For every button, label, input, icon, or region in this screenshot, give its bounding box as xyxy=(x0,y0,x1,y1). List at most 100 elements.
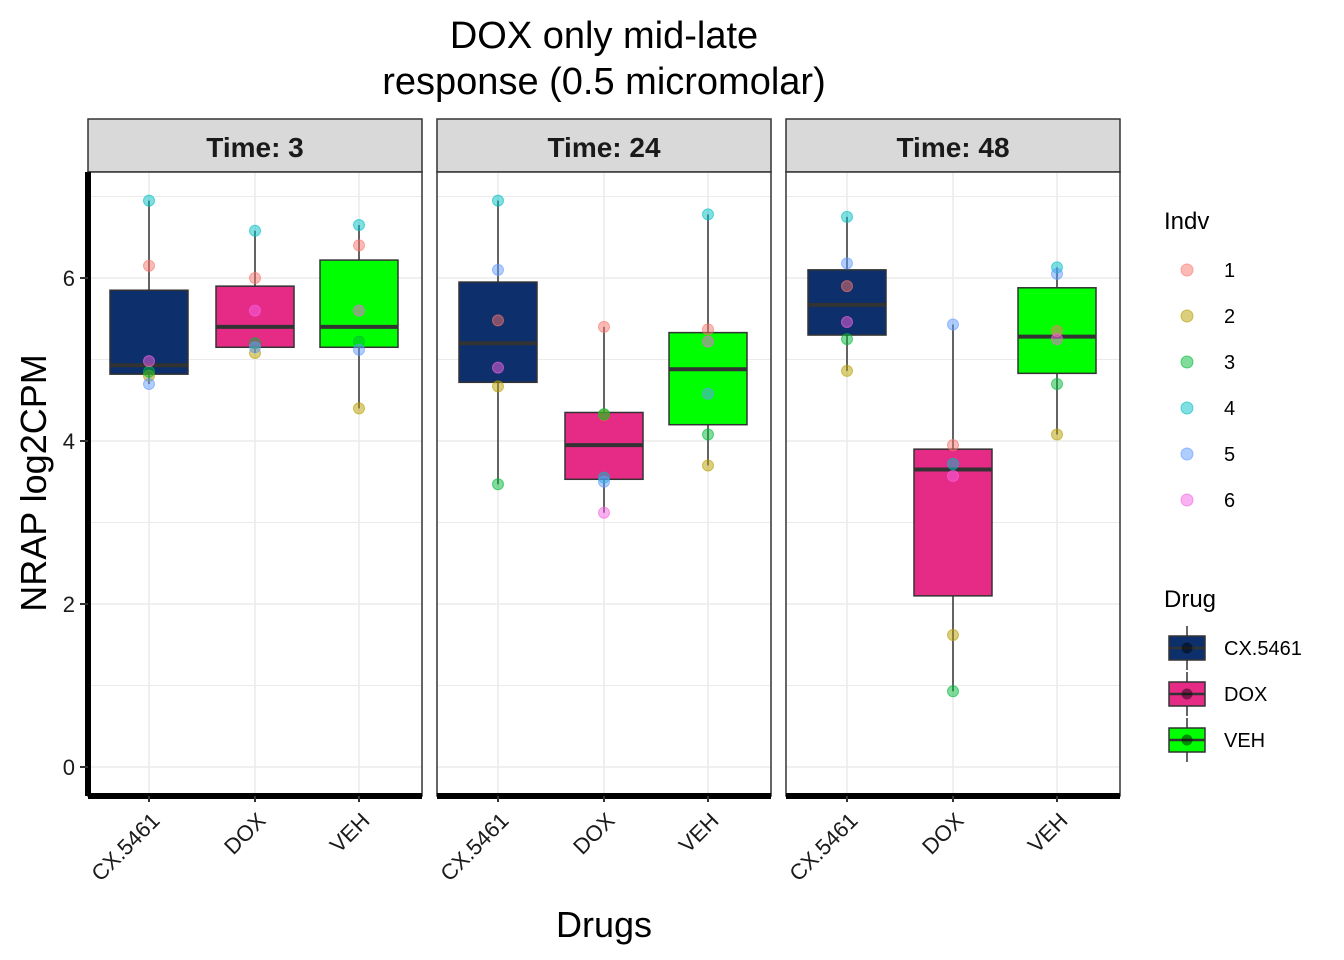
data-point-indv-4 xyxy=(249,224,261,237)
x-tick-label: CX.5461 xyxy=(435,808,513,886)
data-point-indv-2 xyxy=(702,459,714,472)
x-tick-label: DOX xyxy=(219,808,271,860)
y-tick-label: 0 xyxy=(63,755,75,780)
data-point-indv-2 xyxy=(947,628,959,641)
legend: Indv 1 2 3 4 5 6 Drug CX.5461 DOX VEH xyxy=(1164,208,1302,762)
x-tick-label: VEH xyxy=(325,808,375,858)
data-point-indv-4 xyxy=(143,194,155,207)
facet-strip xyxy=(87,118,423,173)
data-point-indv-4 xyxy=(947,457,959,470)
data-point-indv-2 xyxy=(841,364,853,377)
legend-indv-key xyxy=(1180,263,1194,277)
data-point-indv-6 xyxy=(492,361,504,374)
x-tick-label: DOX xyxy=(917,808,969,860)
box-body xyxy=(668,331,748,426)
chart-title-line-2: response (0.5 micromolar) xyxy=(382,61,825,103)
facet-strip xyxy=(436,118,772,173)
data-point-indv-5 xyxy=(947,318,959,331)
facet-panel-48: Time: 48 CX.5461 DOX VEH xyxy=(784,118,1121,886)
data-point-indv-5 xyxy=(598,475,610,488)
legend-indv-label: 4 xyxy=(1224,398,1235,420)
data-point-indv-6 xyxy=(598,506,610,519)
x-tick-label: CX.5461 xyxy=(86,808,164,886)
legend-drug-point xyxy=(1181,734,1193,746)
data-point-indv-3 xyxy=(947,685,959,698)
data-point-indv-1 xyxy=(841,280,853,293)
legend-indv-title: Indv xyxy=(1164,208,1209,235)
legend-drug-point xyxy=(1181,642,1193,654)
facet-panel-3: Time: 3 CX.5461 DOX VEH xyxy=(86,118,423,886)
y-axis: 0 2 4 6 xyxy=(63,172,91,796)
legend-indv-label: 3 xyxy=(1224,352,1235,374)
legend-indv-key xyxy=(1180,401,1194,415)
x-tick-label: VEH xyxy=(674,808,724,858)
data-point-indv-4 xyxy=(492,194,504,207)
legend-indv-label: 2 xyxy=(1224,306,1235,328)
data-point-indv-3 xyxy=(143,365,155,378)
box-body xyxy=(319,259,399,349)
y-tick-label: 6 xyxy=(63,266,75,291)
box-VEH xyxy=(319,219,399,415)
data-point-indv-3 xyxy=(598,408,610,421)
data-point-indv-3 xyxy=(702,428,714,441)
data-point-indv-5 xyxy=(841,257,853,270)
legend-indv-key xyxy=(1180,355,1194,369)
data-point-indv-6 xyxy=(353,304,365,317)
legend-indv-label: 6 xyxy=(1224,490,1235,512)
data-point-indv-6 xyxy=(947,470,959,483)
data-point-indv-4 xyxy=(702,208,714,221)
y-axis-title: NRAP log2CPM xyxy=(13,354,54,611)
legend-drug-label: VEH xyxy=(1224,730,1265,752)
facet-panels: Time: 3 CX.5461 DOX VEH Time: 24 CX.5461 DOX VE… xyxy=(86,118,1121,886)
data-point-indv-6 xyxy=(249,304,261,317)
box-CX.5461 xyxy=(109,194,189,390)
box-DOX xyxy=(913,318,993,698)
legend-drug-title: Drug xyxy=(1164,586,1216,613)
data-point-indv-1 xyxy=(702,323,714,336)
box-DOX xyxy=(215,224,295,359)
data-point-indv-3 xyxy=(1051,377,1063,390)
data-point-indv-5 xyxy=(492,263,504,276)
data-point-indv-5 xyxy=(249,341,261,354)
chart-title-line-1: DOX only mid-late xyxy=(450,15,758,57)
data-point-indv-1 xyxy=(598,320,610,333)
data-point-indv-6 xyxy=(702,335,714,348)
legend-drug-point xyxy=(1181,688,1193,700)
data-point-indv-6 xyxy=(1051,333,1063,346)
box-CX.5461 xyxy=(458,194,538,491)
facet-strip-label: Time: 24 xyxy=(547,132,661,163)
data-point-indv-1 xyxy=(249,272,261,284)
data-point-indv-5 xyxy=(353,343,365,356)
legend-drug-label: DOX xyxy=(1224,684,1267,706)
legend-indv-label: 5 xyxy=(1224,444,1235,466)
facet-strip-label: Time: 48 xyxy=(896,132,1009,163)
box-VEH xyxy=(668,208,748,472)
legend-drug-label: CX.5461 xyxy=(1224,638,1302,660)
legend-indv-key xyxy=(1180,447,1194,461)
y-tick-label: 2 xyxy=(63,592,75,617)
data-point-indv-6 xyxy=(143,355,155,368)
box-CX.5461 xyxy=(807,210,887,377)
data-point-indv-3 xyxy=(492,478,504,491)
facet-strip-label: Time: 3 xyxy=(206,132,304,163)
box-DOX xyxy=(564,320,644,519)
data-point-indv-4 xyxy=(841,210,853,223)
data-point-indv-5 xyxy=(702,387,714,400)
data-point-indv-2 xyxy=(353,402,365,415)
data-point-indv-3 xyxy=(841,333,853,346)
data-point-indv-5 xyxy=(143,377,155,390)
x-tick-label: DOX xyxy=(568,808,620,860)
legend-indv-key xyxy=(1180,493,1194,507)
legend-indv-label: 1 xyxy=(1224,260,1235,282)
data-point-indv-4 xyxy=(353,219,365,232)
y-tick-label: 4 xyxy=(63,429,75,454)
data-point-indv-1 xyxy=(353,239,365,252)
x-axis-title: Drugs xyxy=(556,904,652,945)
x-tick-label: CX.5461 xyxy=(784,808,862,886)
data-point-indv-2 xyxy=(492,380,504,393)
box-VEH xyxy=(1017,261,1097,441)
box-body xyxy=(215,285,295,349)
x-tick-label: VEH xyxy=(1023,808,1073,858)
data-point-indv-2 xyxy=(1051,428,1063,441)
